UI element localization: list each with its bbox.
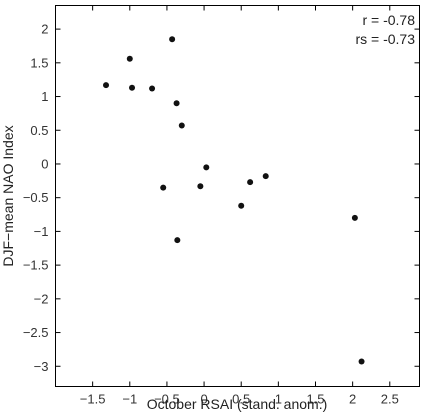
data-point bbox=[197, 183, 204, 190]
data-point bbox=[178, 122, 185, 129]
data-point bbox=[262, 173, 269, 180]
y-tick-label: 0.5 bbox=[30, 123, 48, 138]
y-tick-label: 0 bbox=[41, 156, 48, 171]
data-point bbox=[103, 82, 110, 89]
x-tick-label: −1 bbox=[122, 392, 137, 407]
x-tick-label: −0.5 bbox=[154, 392, 180, 407]
data-point bbox=[247, 179, 254, 186]
x-tick-label: 0 bbox=[200, 392, 207, 407]
data-point bbox=[351, 214, 358, 221]
data-point bbox=[358, 358, 365, 365]
plot-frame bbox=[55, 5, 420, 387]
y-tick-label: −2 bbox=[34, 291, 49, 306]
y-tick-label: −1.5 bbox=[23, 258, 49, 273]
data-points bbox=[103, 36, 365, 365]
data-point bbox=[203, 164, 210, 171]
data-point bbox=[160, 184, 167, 191]
data-point bbox=[238, 202, 245, 209]
y-tick-label: 1.5 bbox=[30, 55, 48, 70]
data-point bbox=[129, 84, 136, 91]
x-axis-ticks: −1.5 −1 −0.5 0 0.5 1 1.5 2 2.5 bbox=[80, 5, 399, 407]
x-tick-label: 2 bbox=[349, 392, 356, 407]
y-tick-label: −2.5 bbox=[23, 325, 49, 340]
x-tick-label: 2.5 bbox=[381, 392, 399, 407]
data-point bbox=[126, 55, 133, 62]
y-axis-ticks: 2 1.5 1 0.5 0 −0.5 −1 −1.5 −2 −2.5 −3 bbox=[23, 22, 420, 374]
correlation-r-annotation: r = -0.78 bbox=[362, 12, 415, 28]
data-point bbox=[169, 36, 176, 43]
y-tick-label: 1 bbox=[41, 89, 48, 104]
x-tick-label: 1.5 bbox=[306, 392, 324, 407]
y-axis-label: DJF−mean NAO Index bbox=[0, 125, 16, 266]
correlation-rs-annotation: rs = -0.73 bbox=[355, 31, 415, 47]
data-point bbox=[149, 85, 156, 92]
y-tick-label: −0.5 bbox=[23, 190, 49, 205]
x-tick-label: −1.5 bbox=[80, 392, 106, 407]
y-tick-label: −1 bbox=[34, 224, 49, 239]
x-axis-label: October RSAI (stand. anom.) bbox=[147, 396, 328, 412]
y-tick-label: −3 bbox=[34, 359, 49, 374]
x-tick-label: 1 bbox=[275, 392, 282, 407]
data-point bbox=[174, 237, 181, 244]
x-tick-label: 0.5 bbox=[232, 392, 250, 407]
y-tick-label: 2 bbox=[41, 22, 48, 37]
data-point bbox=[173, 100, 180, 107]
